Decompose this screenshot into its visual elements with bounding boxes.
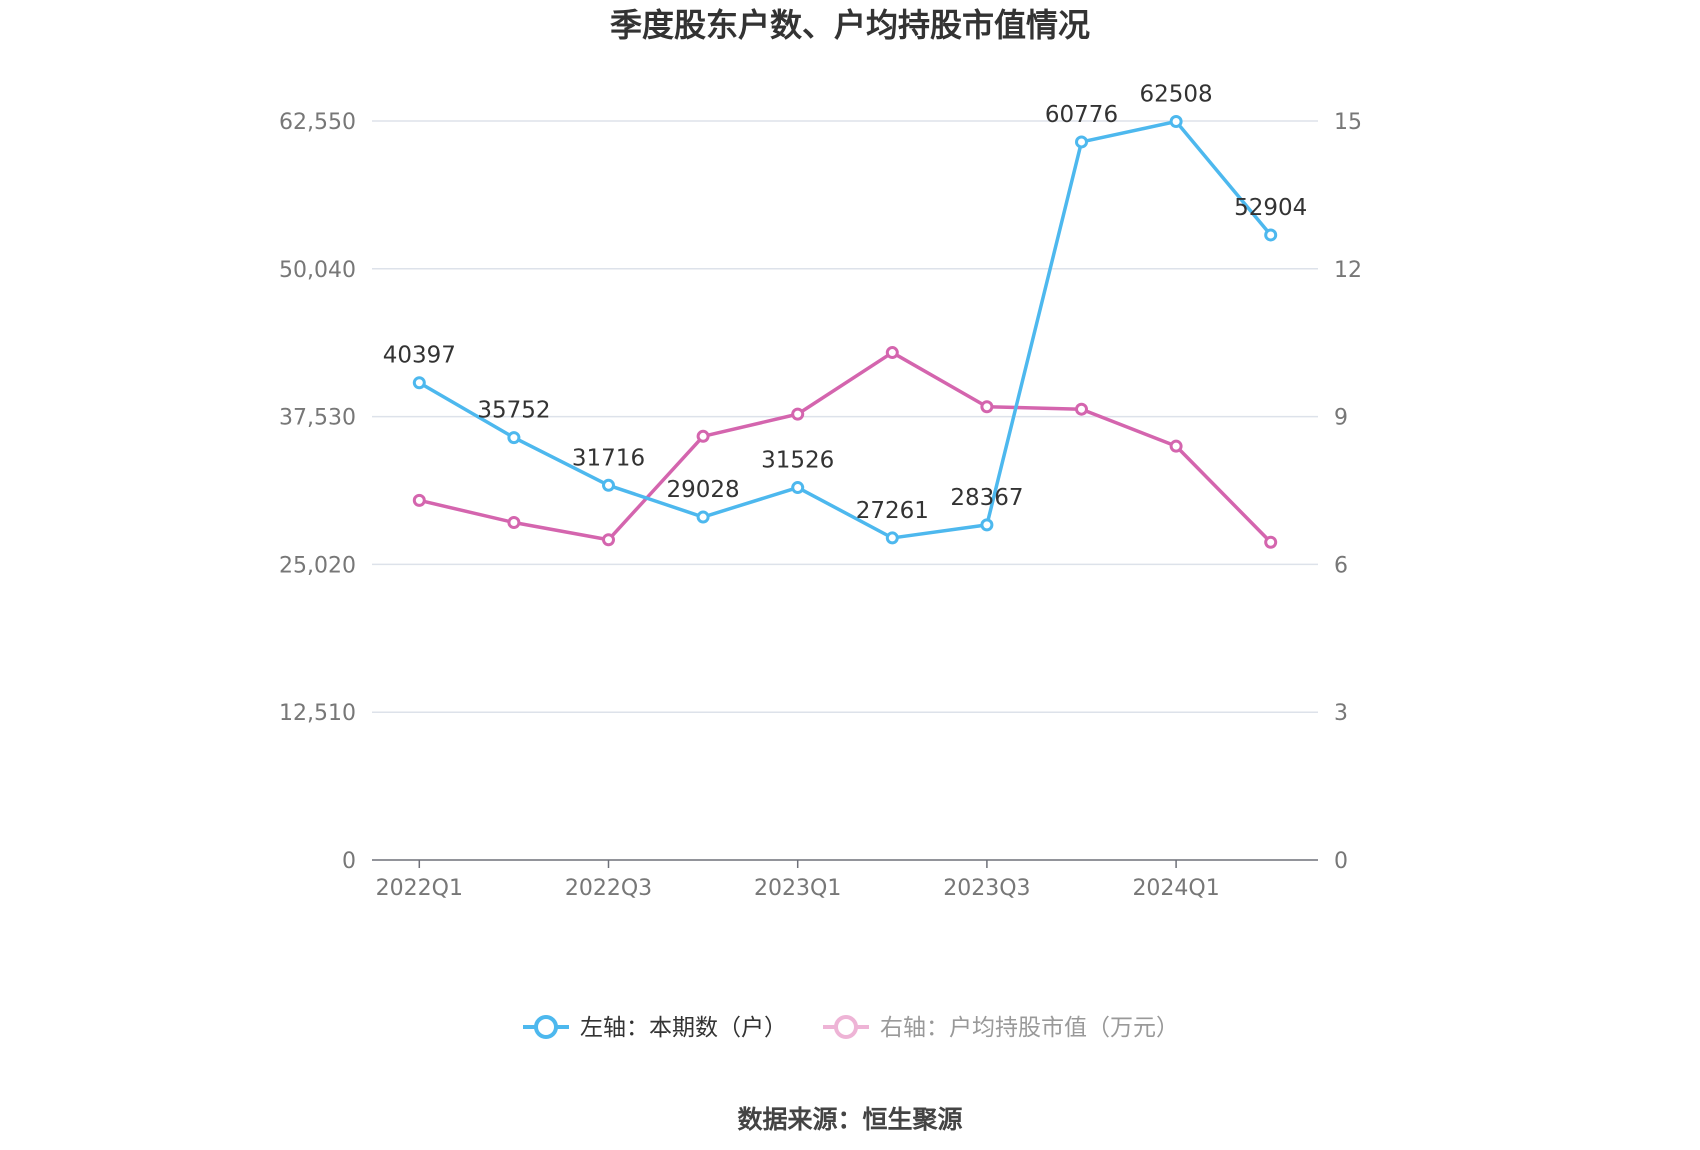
legend-right-label: 右轴：户均持股市值（万元） <box>880 1015 1179 1041</box>
left-tick-label: 12,510 <box>279 701 356 726</box>
data-point-left <box>696 510 710 524</box>
series-line-left <box>418 119 1273 540</box>
data-label: 27261 <box>856 498 929 524</box>
left-axis-ticks: 0 12,510 25,020 37,530 50,040 62,550 <box>279 110 356 874</box>
x-axis: 2022Q1 2022Q3 2023Q1 2023Q3 2024Q1 <box>372 859 1318 901</box>
data-point-left <box>885 531 899 545</box>
legend-item-right[interactable]: 右轴：户均持股市值（万元） <box>823 1015 1179 1041</box>
data-point-right <box>507 516 521 530</box>
legend-left-marker <box>534 1015 558 1039</box>
data-point-right <box>412 493 426 507</box>
right-axis-ticks: 0 3 6 9 12 15 <box>1334 110 1362 874</box>
series-layer: 40397 35752 31716 29028 31526 27261 28367 60776… <box>383 81 1307 549</box>
right-tick-label: 3 <box>1334 701 1348 726</box>
data-point-left <box>1075 135 1088 149</box>
legend-item-left[interactable]: 左轴：本期数（户） <box>523 1015 787 1041</box>
left-tick-label: 62,550 <box>279 110 356 135</box>
grid-lines <box>372 120 1318 713</box>
legend-right-marker <box>834 1015 858 1039</box>
data-point-left <box>1169 114 1183 128</box>
data-point-right <box>1169 439 1183 453</box>
data-point-right <box>602 533 615 547</box>
right-tick-label: 15 <box>1334 110 1362 135</box>
data-label: 52904 <box>1234 195 1307 221</box>
series-right <box>412 346 1278 549</box>
x-tick-label: 2023Q1 <box>754 876 841 901</box>
data-point-left <box>791 481 805 495</box>
source-note: 数据来源：恒生聚源 <box>737 1105 962 1134</box>
data-point-right <box>980 400 994 414</box>
x-tick-label: 2024Q1 <box>1132 876 1219 901</box>
right-tick-label: 6 <box>1334 553 1348 578</box>
data-point-right <box>696 429 710 443</box>
data-point-right <box>885 346 899 360</box>
data-label: 28367 <box>950 485 1023 511</box>
x-tick-label: 2023Q3 <box>943 876 1030 901</box>
data-label: 60776 <box>1045 102 1118 128</box>
left-tick-label: 0 <box>342 849 356 874</box>
data-point-right <box>791 407 805 421</box>
data-point-left <box>412 376 426 390</box>
series-left: 40397 35752 31716 29028 31526 27261 28367 60776… <box>383 81 1307 545</box>
data-label: 31716 <box>572 445 645 471</box>
legend: 左轴：本期数（户） 右轴：户均持股市值（万元） <box>523 1015 1179 1041</box>
data-point-left <box>980 518 994 532</box>
right-tick-label: 9 <box>1334 406 1348 431</box>
data-label: 35752 <box>477 398 550 424</box>
left-tick-label: 50,040 <box>279 258 356 283</box>
legend-left-label: 左轴：本期数（户） <box>580 1015 787 1041</box>
data-point-left <box>507 431 521 445</box>
chart-title: 季度股东户数、户均持股市值情况 <box>610 6 1090 44</box>
x-tick-label: 2022Q1 <box>376 876 463 901</box>
data-label: 29028 <box>667 477 740 503</box>
data-point-left <box>1264 228 1278 242</box>
x-tick-label: 2022Q3 <box>565 876 652 901</box>
series-line-right <box>418 350 1272 544</box>
left-tick-label: 37,530 <box>279 406 356 431</box>
data-point-left <box>602 478 615 492</box>
data-point-right <box>1075 402 1088 416</box>
data-label: 62508 <box>1140 81 1213 107</box>
data-label: 31526 <box>761 448 834 474</box>
data-point-right <box>1264 535 1278 549</box>
right-tick-label: 12 <box>1334 258 1362 283</box>
right-tick-label: 0 <box>1334 849 1348 874</box>
data-label: 40397 <box>383 343 456 369</box>
left-tick-label: 25,020 <box>279 553 356 578</box>
